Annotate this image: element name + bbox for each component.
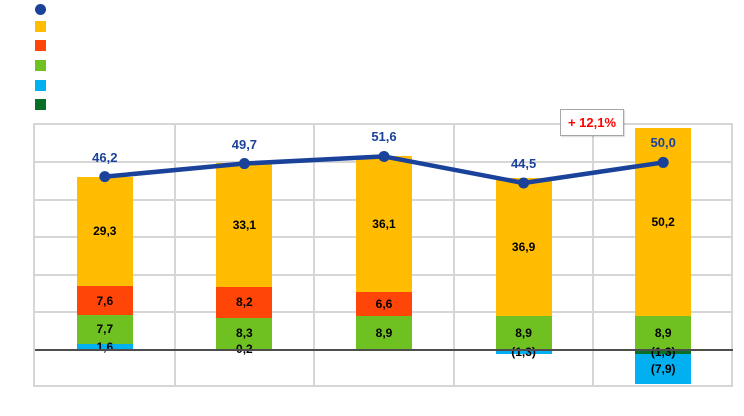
v-gridline (313, 125, 316, 387)
h-gridline (35, 311, 733, 314)
legend-item-series-orange (35, 20, 52, 32)
series-orange-swatch (35, 20, 46, 32)
bar-segment-orange (495, 178, 552, 317)
line-marker (657, 156, 669, 168)
v-gridline (592, 125, 595, 387)
plot-area-border (33, 123, 733, 387)
bar-segment-orange (76, 176, 133, 287)
bar-value-label: (1,3) (511, 345, 536, 359)
line-value-label: 49,7 (231, 136, 258, 152)
line-value-label: 50,0 (650, 135, 676, 151)
v-gridline (173, 125, 176, 387)
line-value-label: 51,6 (371, 129, 397, 145)
line-value-label: 46,2 (92, 149, 118, 165)
bar-value-label: 33,1 (232, 218, 257, 233)
h-gridline (35, 161, 733, 164)
bar-segment-red (216, 287, 273, 318)
bar-segment-red (76, 286, 133, 315)
bar-segment-green (635, 316, 692, 350)
bar-value-label: 8,9 (515, 325, 532, 340)
bar-segment-green (216, 317, 273, 349)
bar-segment-cyan (216, 348, 273, 350)
bar-value-label: 8,9 (375, 325, 393, 340)
bar-value-label: 8,3 (236, 326, 253, 341)
total-trend-line (102, 154, 666, 186)
bar-segment-cyan (495, 349, 552, 355)
series-darkgreen-swatch (35, 99, 46, 111)
bar-value-label: 50,2 (651, 215, 675, 230)
bar-value-label: 29,3 (93, 224, 117, 239)
bar-value-label: 1,6 (96, 339, 114, 354)
bar-value-label: 7,6 (96, 293, 114, 308)
h-gridline (35, 198, 733, 201)
bar-segment-orange (635, 128, 692, 317)
line-marker (99, 171, 111, 183)
bar-value-label: (7,9) (650, 362, 676, 377)
legend (0, 0, 300, 115)
bar-value-label: 8,2 (236, 295, 253, 310)
change-annotation: + 12,1% (560, 109, 624, 136)
line-marker (238, 158, 250, 170)
bar-segment-darkgreen (635, 349, 692, 355)
bar-value-label: 0,2 (236, 342, 253, 357)
zero-axis-line (35, 348, 733, 351)
v-gridline (452, 125, 455, 387)
series-red-swatch (35, 40, 46, 52)
line-marker (378, 150, 390, 162)
bar-segment-cyan (76, 343, 133, 350)
series-cyan-swatch (35, 79, 46, 91)
bar-segment-green (495, 316, 552, 350)
h-gridline (35, 273, 733, 276)
legend-item-series-cyan (35, 79, 52, 91)
legend-item-series-red (35, 40, 52, 52)
total-line-series-swatch (35, 3, 46, 15)
bar-value-label: 36,9 (511, 240, 536, 255)
bar-segment-green (356, 316, 412, 350)
line-value-label: 44,5 (510, 156, 537, 171)
legend-item-series-darkgreen (35, 99, 52, 111)
bar-value-label: 7,7 (96, 322, 114, 337)
series-green-swatch (35, 59, 46, 71)
change-annotation-text: + 12,1% (567, 115, 617, 130)
bar-value-label: 6,6 (375, 296, 393, 311)
bar-value-label: 36,1 (372, 216, 396, 231)
h-gridline (35, 236, 733, 239)
bar-segment-cyan (635, 354, 692, 384)
bar-value-label: (1,3) (650, 345, 676, 359)
bar-value-label: 8,9 (654, 325, 672, 340)
bar-segment-green (76, 314, 133, 344)
bar-segment-orange (216, 163, 273, 288)
bar-segment-red (356, 291, 412, 317)
line-marker (518, 177, 530, 189)
legend-item-total-line-series (35, 3, 52, 15)
legend-item-series-green (35, 59, 52, 71)
bar-segment-orange (356, 156, 412, 292)
